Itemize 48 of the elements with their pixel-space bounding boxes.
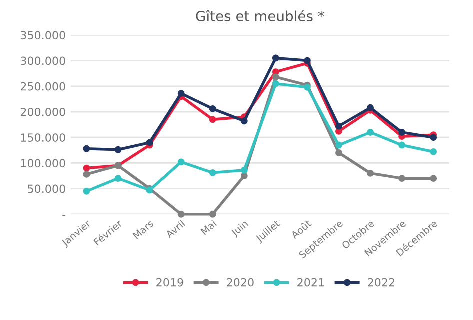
- point: [146, 139, 154, 146]
- point: [178, 90, 185, 98]
- point: [209, 210, 216, 218]
- point: [304, 57, 311, 64]
- point: [83, 164, 90, 172]
- point: [209, 169, 216, 176]
- point: [178, 158, 185, 166]
- y-tick-label: 150.000: [21, 134, 66, 142]
- point: [367, 104, 374, 112]
- point: [240, 172, 248, 180]
- x-tick-label: Mai: [200, 220, 217, 236]
- point: [430, 148, 438, 156]
- point: [240, 166, 248, 174]
- point: [398, 142, 406, 149]
- point: [336, 149, 342, 156]
- point: [178, 210, 185, 218]
- point: [336, 142, 342, 149]
- y-tick-label: 50.000: [28, 184, 66, 194]
- x-tick-label: Juin: [230, 220, 250, 238]
- point: [272, 74, 280, 81]
- legend-label: 2021: [298, 278, 324, 287]
- point: [430, 134, 438, 142]
- legend-label: 2020: [227, 278, 254, 287]
- point: [240, 118, 248, 125]
- point: [398, 129, 406, 136]
- point: [272, 80, 280, 88]
- point: [83, 188, 90, 195]
- point: [114, 146, 122, 154]
- chart-title: Gîtes et meublés *: [196, 10, 324, 22]
- point: [272, 54, 280, 62]
- point: [209, 116, 216, 124]
- point: [367, 170, 374, 177]
- y-tick-label: -: [62, 215, 66, 216]
- point: [398, 175, 406, 182]
- point: [209, 105, 216, 112]
- legend-label: 2022: [368, 278, 394, 287]
- y-tick-label: 350.000: [20, 31, 66, 40]
- point: [83, 170, 90, 178]
- point: [83, 145, 90, 152]
- y-tick-label: 250.000: [20, 82, 66, 91]
- y-tick-label: 100.000: [21, 159, 66, 168]
- legend-label: 2019: [156, 278, 184, 287]
- point: [367, 129, 374, 136]
- point: [430, 175, 438, 182]
- y-tick-label: 300.000: [20, 56, 66, 66]
- point: [336, 122, 342, 130]
- y-tick-label: 200.000: [20, 108, 66, 116]
- point: [114, 175, 122, 182]
